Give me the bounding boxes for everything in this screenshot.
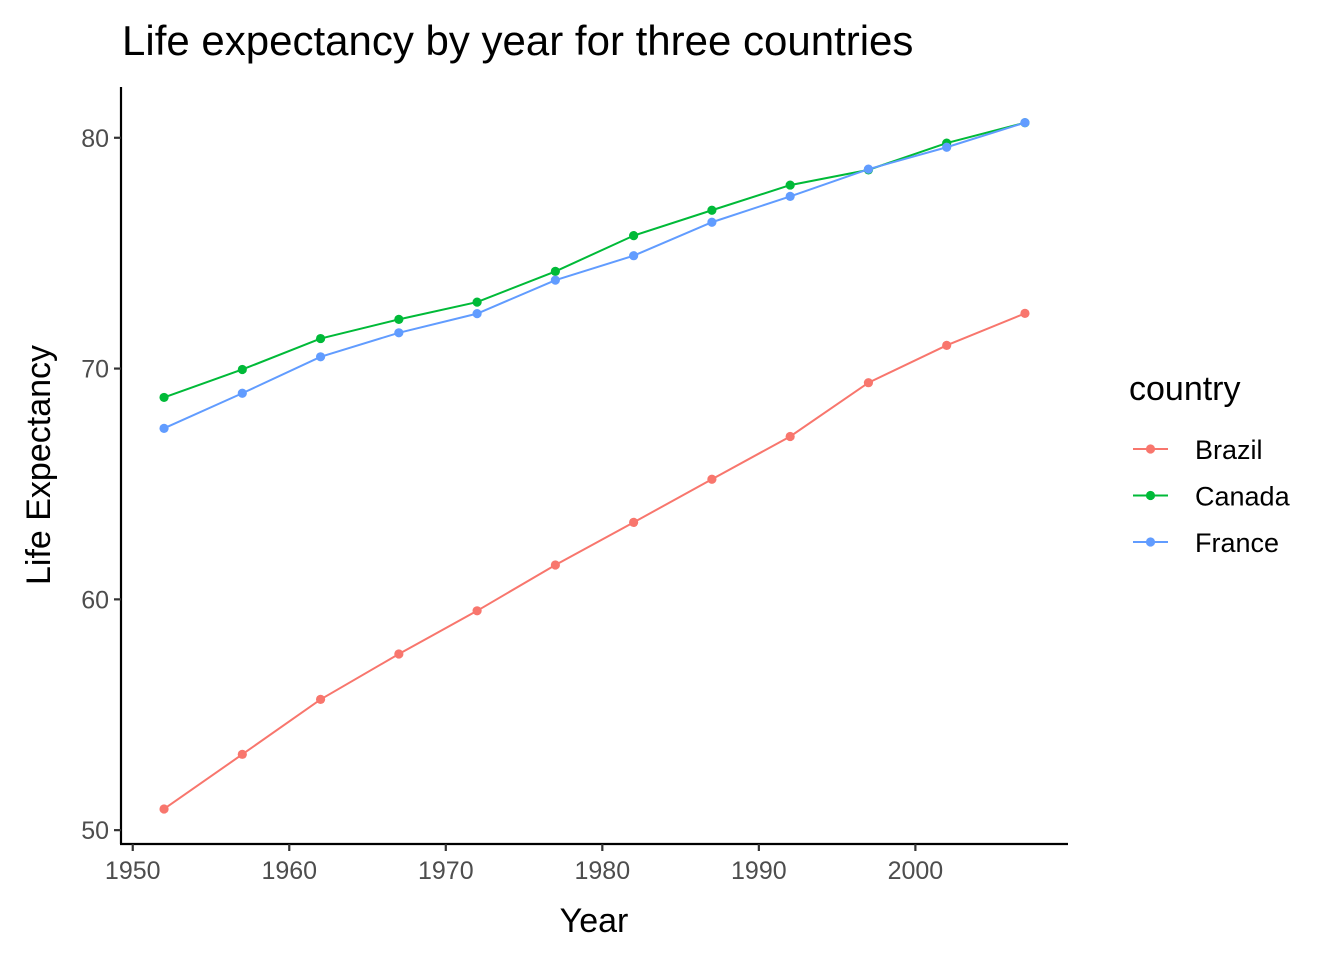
data-point-brazil-1952 (159, 804, 169, 814)
data-point-france-2002 (942, 142, 952, 152)
data-point-france-1997 (863, 164, 874, 174)
y-tick-label-60: 60 (81, 586, 109, 614)
data-point-brazil-1972 (472, 606, 482, 616)
data-point-france-2007 (1020, 118, 1030, 128)
data-point-france-1952 (159, 423, 169, 433)
data-point-france-1977 (550, 275, 560, 285)
data-point-france-1957 (237, 388, 247, 398)
series-line-brazil (163, 312, 1026, 810)
data-point-france-1972 (472, 309, 482, 319)
data-point-canada-1967 (394, 314, 404, 325)
x-tick-label-1960: 1960 (261, 857, 317, 885)
data-point-canada-1957 (237, 364, 247, 375)
data-point-brazil-1982 (629, 517, 639, 527)
data-point-brazil-1997 (863, 378, 874, 388)
y-axis-title: Life Expectancy (20, 345, 58, 585)
data-point-france-1967 (394, 328, 404, 338)
legend-item-brazil: Brazil (1133, 435, 1263, 465)
x-tick-label-1950: 1950 (105, 857, 161, 885)
data-point-france-1992 (785, 191, 795, 201)
legend-label: Canada (1195, 482, 1291, 512)
data-point-brazil-1987 (707, 474, 717, 484)
series-france (159, 118, 1030, 433)
data-point-brazil-2007 (1020, 308, 1030, 319)
data-point-canada-1962 (315, 333, 326, 344)
legend-key-point (1145, 537, 1156, 547)
data-point-canada-1972 (472, 297, 482, 307)
data-point-canada-1987 (707, 205, 717, 215)
plot-area (159, 118, 1030, 814)
data-point-canada-1992 (785, 180, 795, 190)
series-line-france (163, 121, 1026, 430)
data-point-brazil-2002 (942, 340, 952, 350)
y-tick-label-70: 70 (81, 356, 109, 384)
legend-key-point (1145, 490, 1156, 501)
data-point-france-1987 (707, 217, 717, 227)
y-axis-ticks: 50 60 70 80 (81, 125, 121, 845)
x-axis-title: Year (560, 902, 629, 940)
legend-title: country (1129, 370, 1241, 408)
x-tick-label-1990: 1990 (731, 857, 787, 885)
data-point-france-1962 (315, 352, 326, 362)
data-point-france-1982 (629, 251, 639, 261)
x-tick-label-1980: 1980 (575, 857, 631, 885)
data-point-canada-1952 (159, 392, 169, 403)
data-point-brazil-1957 (237, 749, 247, 759)
legend: country Brazil Canada France (1129, 370, 1291, 558)
y-tick-label-50: 50 (81, 817, 109, 845)
data-point-brazil-1977 (550, 560, 560, 570)
legend-key-point (1145, 444, 1156, 454)
legend-item-france: France (1133, 528, 1279, 558)
data-point-brazil-1992 (785, 431, 795, 442)
data-point-brazil-1962 (315, 694, 326, 705)
data-point-canada-1977 (550, 266, 560, 277)
y-tick-label-80: 80 (81, 125, 109, 153)
legend-item-canada: Canada (1133, 482, 1291, 512)
data-point-canada-1982 (629, 231, 639, 241)
x-axis-ticks: 1950 1960 1970 1980 1990 2000 (105, 844, 943, 885)
series-line-canada (163, 121, 1026, 399)
x-tick-label-1970: 1970 (418, 857, 474, 885)
data-point-brazil-1967 (394, 649, 404, 659)
legend-label: Brazil (1195, 435, 1263, 465)
chart-title: Life expectancy by year for three countr… (122, 17, 913, 64)
x-tick-label-2000: 2000 (888, 857, 944, 885)
legend-label: France (1195, 528, 1279, 558)
series-brazil (159, 308, 1030, 814)
